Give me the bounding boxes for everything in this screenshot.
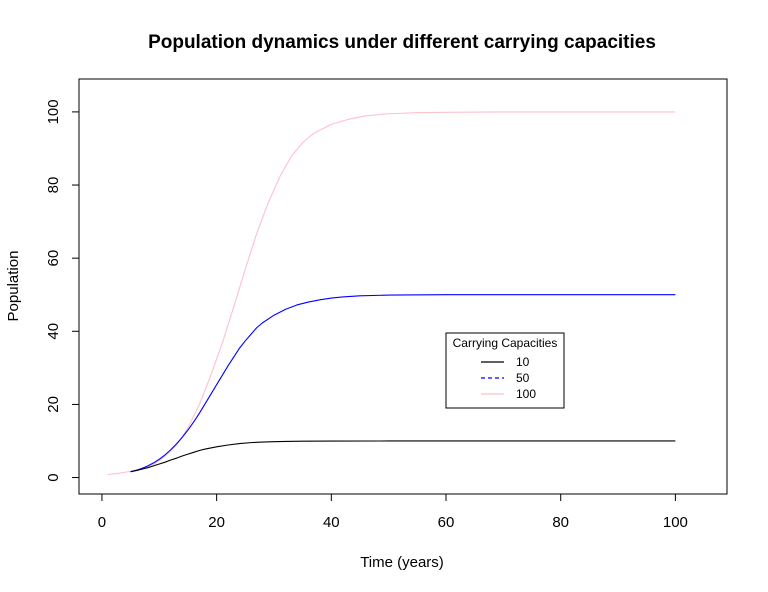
y-tick-label: 40 xyxy=(45,323,62,340)
plot-area-frame xyxy=(78,78,728,495)
y-tick-label: 60 xyxy=(45,250,62,267)
y-axis-title: Population xyxy=(5,251,22,322)
series-line-capacity-50 xyxy=(130,294,676,473)
y-axis: 0 20 40 60 80 100 xyxy=(45,99,80,482)
legend: Carrying Capacities 10 50 100 xyxy=(445,332,565,409)
x-axis-title: Time (years) xyxy=(360,554,444,571)
x-tick-label: 0 xyxy=(98,514,106,531)
legend-box xyxy=(445,332,565,409)
y-tick-label: 80 xyxy=(45,177,62,194)
series-layer xyxy=(107,111,676,476)
y-tick-label: 0 xyxy=(45,473,62,481)
series-line-capacity-100 xyxy=(107,111,676,476)
x-axis: 0 20 40 60 80 100 xyxy=(98,493,688,531)
legend-label-100: 100 xyxy=(516,387,536,401)
series-line-capacity-10 xyxy=(130,440,676,473)
x-tick-label: 40 xyxy=(323,514,340,531)
legend-title: Carrying Capacities xyxy=(453,336,558,350)
x-tick-label: 100 xyxy=(663,514,688,531)
legend-label-50: 50 xyxy=(516,371,530,385)
x-tick-label: 60 xyxy=(438,514,455,531)
legend-label-10: 10 xyxy=(516,355,530,369)
x-tick-label: 20 xyxy=(208,514,225,531)
y-tick-label: 100 xyxy=(45,99,62,124)
legend-entries: 10 50 100 xyxy=(481,355,536,401)
x-tick-label: 80 xyxy=(552,514,569,531)
chart-title: Population dynamics under different carr… xyxy=(148,32,656,53)
y-tick-label: 20 xyxy=(45,396,62,413)
